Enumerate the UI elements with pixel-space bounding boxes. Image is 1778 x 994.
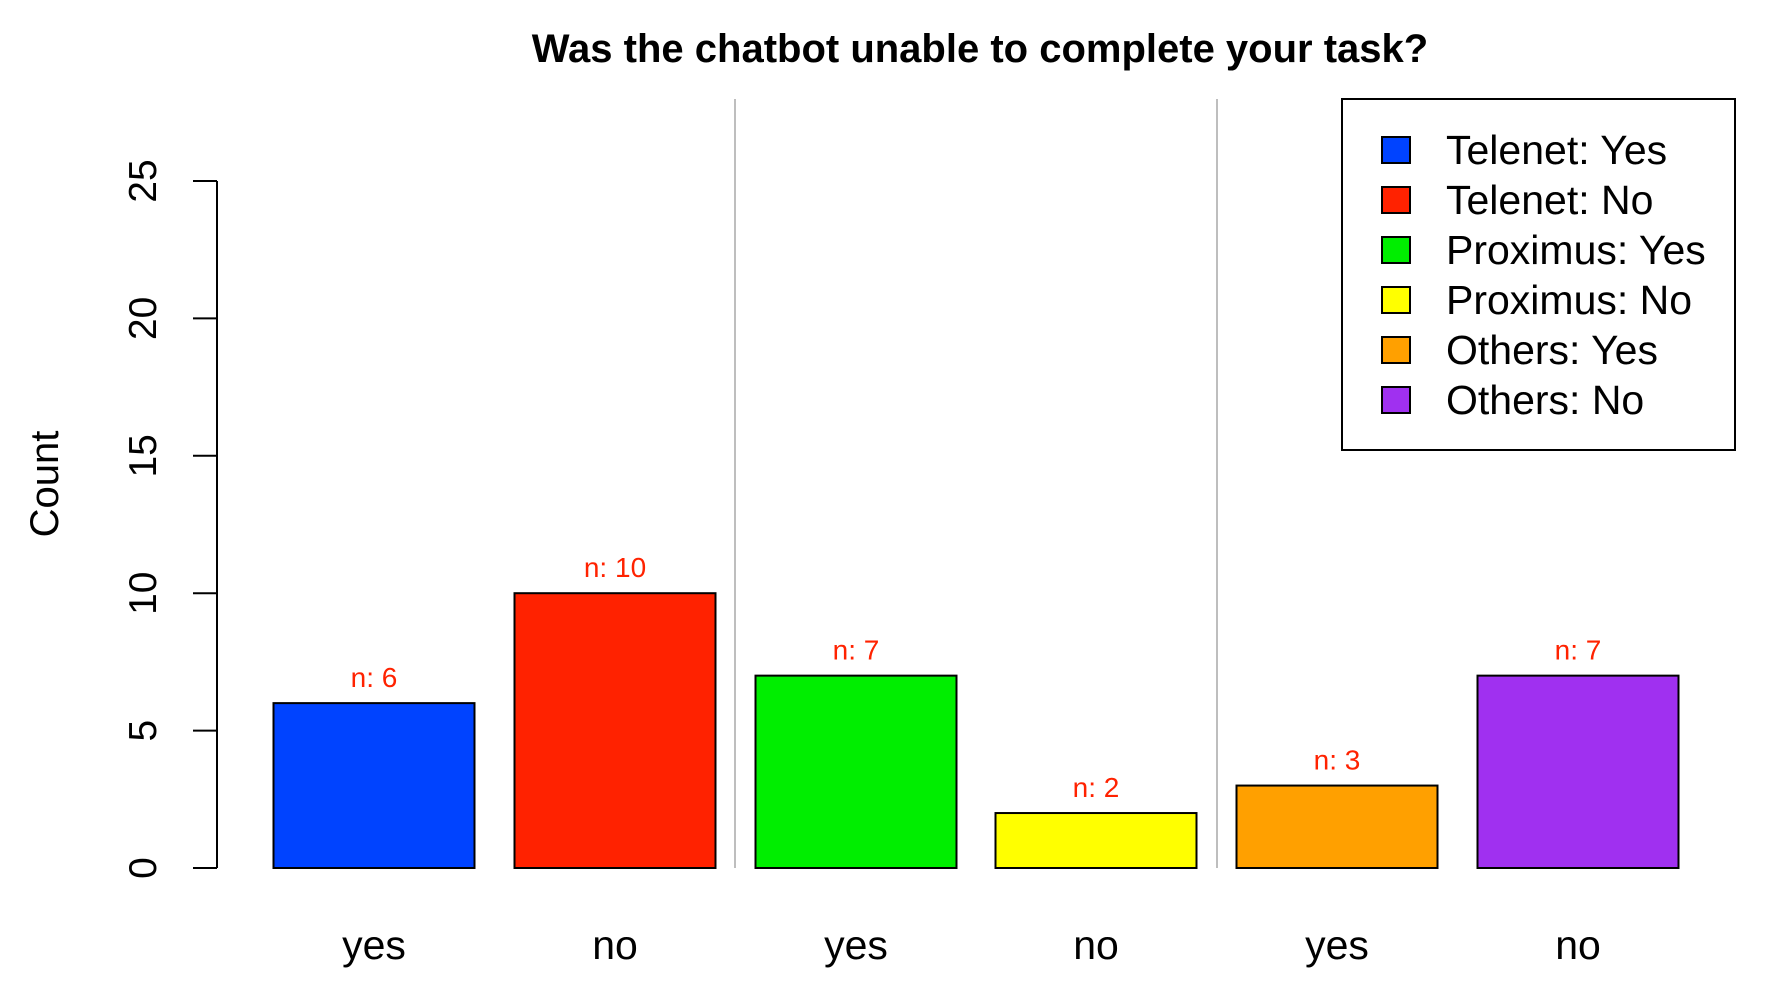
group-separators bbox=[734, 99, 1218, 868]
legend-swatch-5 bbox=[1381, 336, 1411, 364]
legend-label-4: Proximus: No bbox=[1446, 277, 1692, 323]
category-label-2: no bbox=[592, 922, 638, 968]
legend-swatch-3 bbox=[1381, 236, 1411, 264]
legend-swatch-4 bbox=[1381, 286, 1411, 314]
bar-value-label-3: n: 7 bbox=[833, 635, 880, 666]
y-tick-label-25: 25 bbox=[122, 159, 165, 202]
bar-6 bbox=[1476, 674, 1680, 870]
bar-value-label-5: n: 3 bbox=[1314, 745, 1361, 776]
legend-label-3: Proximus: Yes bbox=[1446, 227, 1706, 273]
y-tick-label-10: 10 bbox=[122, 572, 165, 615]
legend-label-5: Others: Yes bbox=[1446, 327, 1658, 373]
bar-3 bbox=[754, 674, 958, 870]
category-label-4: no bbox=[1073, 922, 1119, 968]
legend-swatch-2 bbox=[1381, 186, 1411, 214]
y-tick-label-5: 5 bbox=[122, 720, 165, 742]
bar-4 bbox=[994, 812, 1198, 869]
category-label-3: yes bbox=[824, 922, 888, 968]
legend-label-6: Others: No bbox=[1446, 377, 1644, 423]
legend-swatch-1 bbox=[1381, 136, 1411, 164]
bar-value-label-6: n: 7 bbox=[1555, 635, 1602, 666]
bar-value-label-1: n: 6 bbox=[351, 662, 398, 693]
y-tick-label-15: 15 bbox=[122, 434, 165, 477]
legend-swatch-6 bbox=[1381, 386, 1411, 414]
category-label-6: no bbox=[1555, 922, 1601, 968]
bar-value-label-2: n: 10 bbox=[584, 552, 646, 583]
y-tick-label-0: 0 bbox=[122, 857, 165, 879]
bar-value-label-4: n: 2 bbox=[1073, 772, 1120, 803]
legend-label-2: Telenet: No bbox=[1446, 177, 1653, 223]
category-labels: yes no yes no yes no bbox=[342, 922, 1601, 968]
bar-2 bbox=[513, 592, 717, 869]
category-label-5: yes bbox=[1305, 922, 1369, 968]
bar-1 bbox=[272, 702, 476, 869]
legend-label-1: Telenet: Yes bbox=[1446, 127, 1667, 173]
y-axis: 0 5 10 15 20 25 bbox=[122, 159, 218, 879]
y-axis-label: Count bbox=[23, 431, 67, 538]
bar-value-labels: n: 6 n: 10 n: 7 n: 2 n: 3 n: 7 bbox=[351, 552, 1602, 803]
bars bbox=[272, 592, 1680, 870]
bar-5 bbox=[1235, 784, 1439, 869]
category-label-1: yes bbox=[342, 922, 406, 968]
chart-title: Was the chatbot unable to complete your … bbox=[532, 27, 1428, 71]
y-tick-label-20: 20 bbox=[122, 297, 165, 340]
